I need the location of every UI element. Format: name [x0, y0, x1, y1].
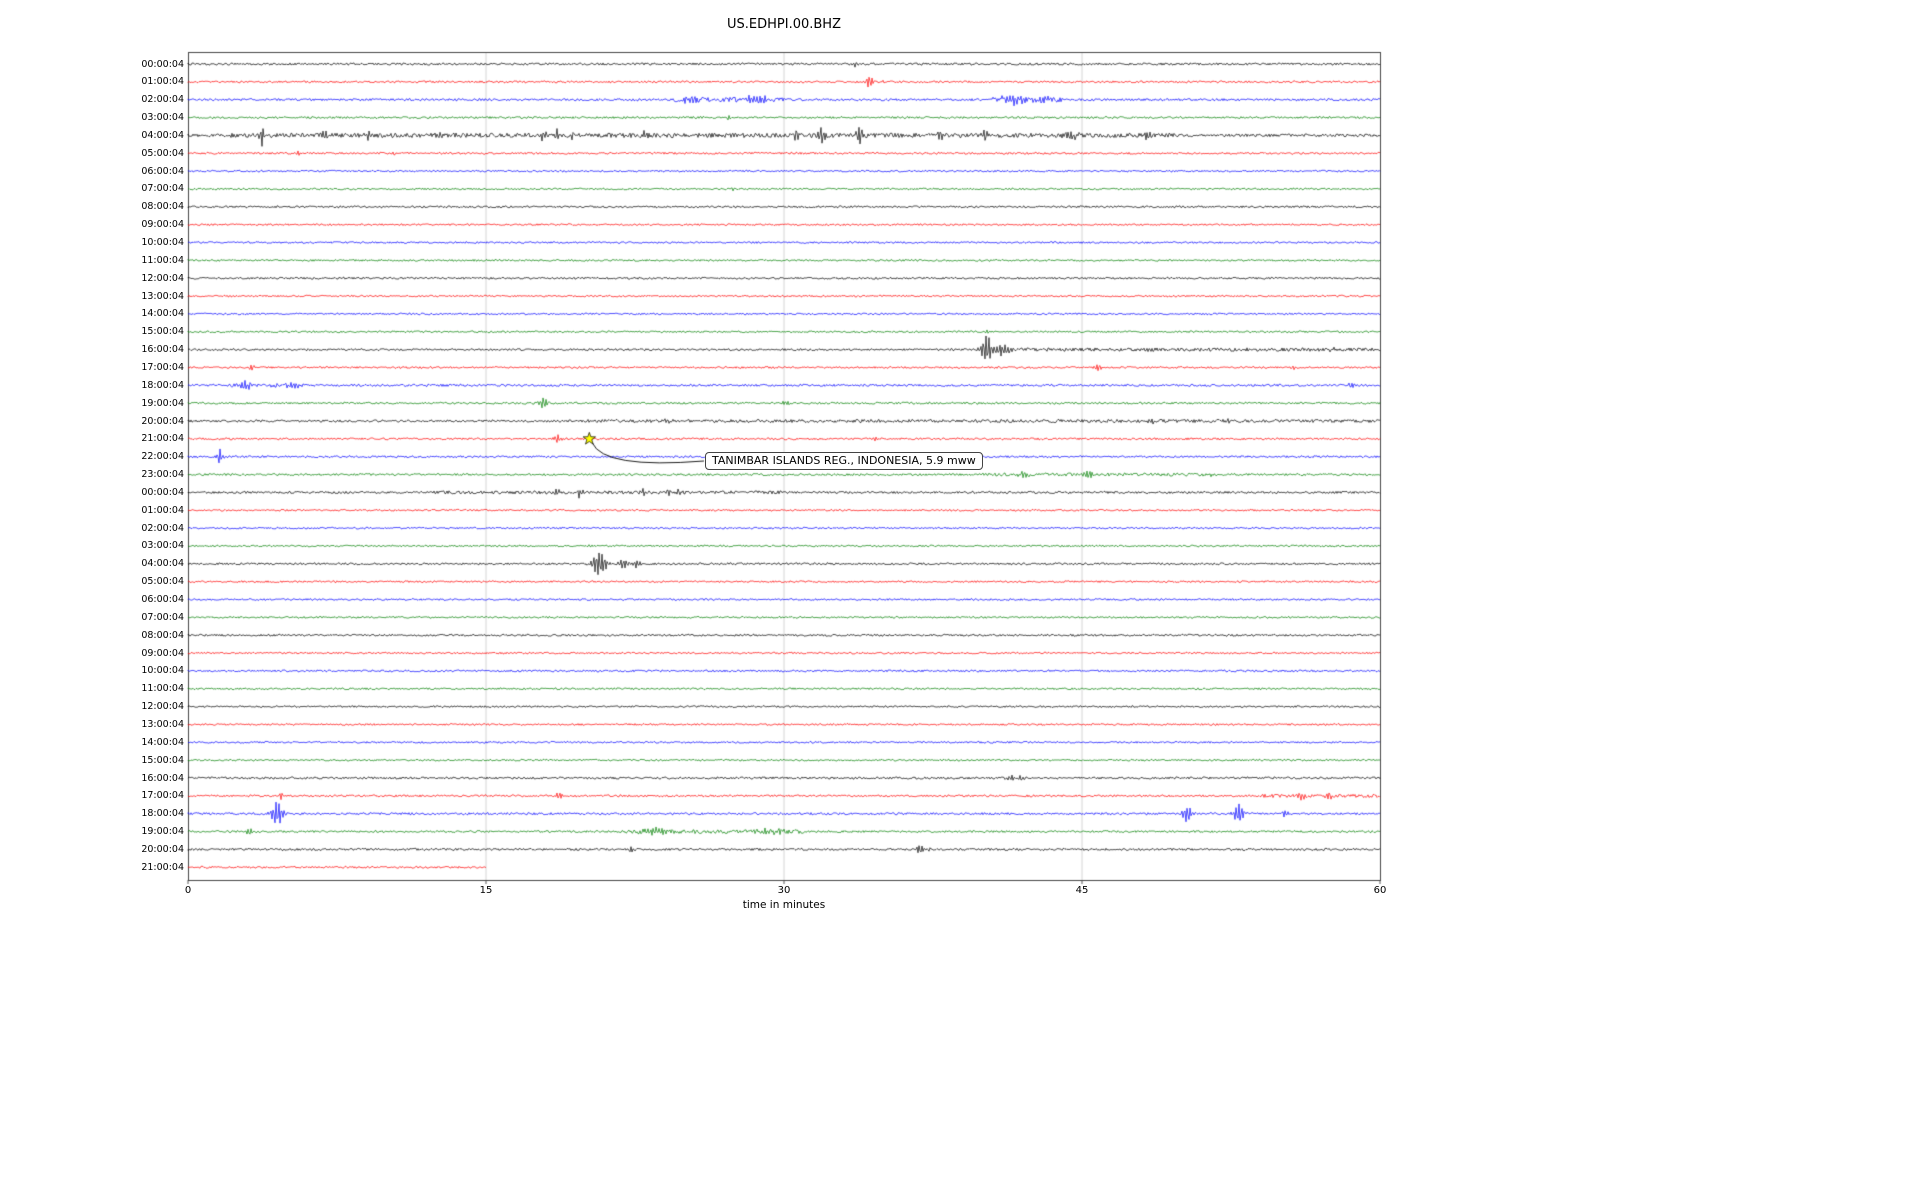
- y-tick-label: 07:00:04: [141, 183, 184, 195]
- y-tick-label: 01:00:04: [141, 76, 184, 88]
- y-tick-label: 08:00:04: [141, 629, 184, 641]
- y-tick-label: 19:00:04: [141, 826, 184, 838]
- y-tick-label: 04:00:04: [141, 558, 184, 570]
- y-tick-label: 00:00:04: [141, 58, 184, 70]
- y-tick-label: 09:00:04: [141, 647, 184, 659]
- y-tick-label: 04:00:04: [141, 129, 184, 141]
- y-tick-label: 02:00:04: [141, 522, 184, 534]
- y-tick-label: 17:00:04: [141, 790, 184, 802]
- y-tick-label: 14:00:04: [141, 308, 184, 320]
- event-annotation-label: TANIMBAR ISLANDS REG., INDONESIA, 5.9 mw…: [705, 452, 983, 470]
- y-tick-label: 06:00:04: [141, 594, 184, 605]
- plot-title: US.EDHPI.00.BHZ: [727, 17, 841, 32]
- y-tick-label: 16:00:04: [141, 344, 184, 356]
- y-tick-label: 11:00:04: [141, 683, 184, 695]
- x-tick-label: 60: [1373, 885, 1387, 896]
- y-tick-label: 13:00:04: [141, 718, 184, 730]
- y-tick-label: 19:00:04: [141, 397, 184, 409]
- y-tick-label: 22:00:04: [141, 451, 184, 463]
- y-tick-label: 10:00:04: [141, 237, 184, 248]
- x-tick-label: 0: [184, 885, 192, 896]
- y-tick-label: 15:00:04: [141, 326, 184, 338]
- y-tick-label: 13:00:04: [141, 290, 184, 302]
- y-tick-label: 09:00:04: [141, 219, 184, 231]
- y-tick-label: 10:00:04: [141, 665, 184, 677]
- y-tick-label: 00:00:04: [141, 486, 184, 498]
- y-tick-label: 18:00:04: [141, 808, 184, 820]
- y-tick-label: 17:00:04: [141, 361, 184, 373]
- y-tick-label: 20:00:04: [141, 415, 184, 427]
- y-tick-label: 12:00:04: [141, 272, 184, 284]
- y-tick-label: 03:00:04: [141, 540, 184, 552]
- y-tick-label: 05:00:04: [141, 147, 184, 159]
- y-tick-label: 11:00:04: [141, 254, 184, 266]
- y-tick-label: 16:00:04: [141, 772, 184, 784]
- y-tick-label: 23:00:04: [141, 469, 184, 481]
- y-tick-label: 02:00:04: [141, 94, 184, 106]
- x-tick-label: 45: [1075, 885, 1089, 896]
- y-tick-label: 01:00:04: [141, 504, 184, 516]
- y-tick-label: 06:00:04: [141, 165, 184, 177]
- y-tick-label: 14:00:04: [141, 736, 184, 748]
- y-tick-label: 18:00:04: [141, 379, 184, 391]
- x-tick-label: 30: [777, 885, 791, 896]
- x-tick-label: 15: [479, 885, 493, 896]
- y-tick-label: 21:00:04: [141, 433, 184, 445]
- y-tick-label: 05:00:04: [141, 576, 184, 588]
- y-tick-label: 15:00:04: [141, 754, 184, 766]
- y-tick-label: 21:00:04: [141, 861, 184, 873]
- y-tick-label: 08:00:04: [141, 201, 184, 213]
- y-tick-label: 20:00:04: [141, 843, 184, 855]
- y-tick-label: 07:00:04: [141, 611, 184, 623]
- y-tick-label: 12:00:04: [141, 701, 184, 713]
- y-tick-label: 03:00:04: [141, 112, 184, 124]
- x-axis-label: time in minutes: [742, 899, 826, 911]
